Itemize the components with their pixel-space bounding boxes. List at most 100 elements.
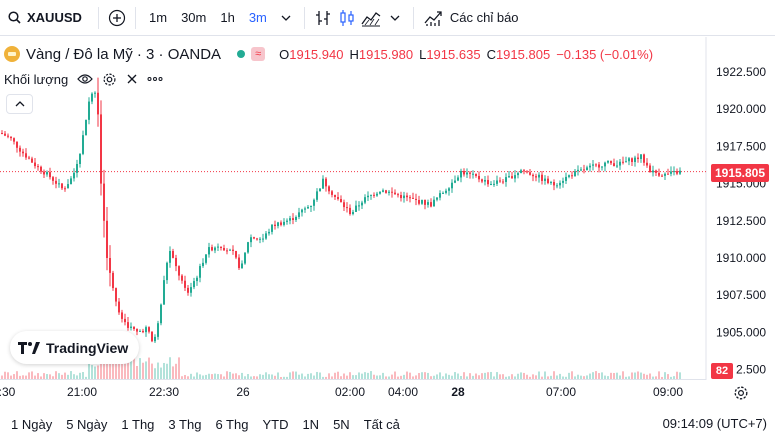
- volume-bar: [31, 371, 33, 379]
- volume-bar: [88, 363, 90, 379]
- chevron-up-icon: [15, 101, 24, 107]
- timeframe-30m[interactable]: 30m: [181, 10, 207, 25]
- area-style-button[interactable]: [359, 0, 383, 36]
- volume-bar: [406, 371, 408, 379]
- time-axis[interactable]: :30 21:00 22:30 26 02:00 04:00 28 07:00 …: [0, 380, 705, 402]
- indicators-button[interactable]: Các chỉ báo: [420, 0, 519, 36]
- volume-bar: [166, 363, 168, 379]
- volume-bar: [232, 373, 234, 379]
- legend-title-group[interactable]: Vàng / Đô la Mỹ · 3 · OANDA: [4, 46, 221, 63]
- volume-label[interactable]: Khối lượng: [4, 71, 69, 87]
- candle-body: [328, 186, 330, 192]
- range-ytd[interactable]: YTD: [262, 416, 289, 432]
- candle-body: [484, 179, 486, 182]
- candle-body: [448, 188, 450, 191]
- candle-body: [238, 257, 240, 269]
- candle-body: [304, 208, 306, 210]
- range-5d[interactable]: 5 Ngày: [66, 416, 108, 432]
- compare-symbol-button[interactable]: [105, 0, 129, 36]
- volume-bar: [292, 371, 294, 379]
- volume-bar: [388, 376, 390, 379]
- volume-bar: [106, 362, 108, 379]
- price-chart[interactable]: 1922.5001920.0001917.5001915.0001912.500…: [0, 37, 775, 380]
- volume-bar: [373, 374, 375, 379]
- volume-bar: [403, 374, 405, 379]
- gear-icon[interactable]: [102, 72, 117, 87]
- volume-bar: [631, 372, 633, 379]
- timeframe-1m[interactable]: 1m: [149, 10, 168, 25]
- volume-bar: [382, 372, 384, 379]
- volume-bar: [217, 374, 219, 379]
- candle-body: [124, 318, 126, 323]
- symbol-search[interactable]: XAUUSD: [0, 0, 92, 36]
- candle-body: [97, 92, 99, 115]
- volume-bar: [61, 374, 63, 379]
- candle-body: [307, 206, 309, 209]
- candle-body: [445, 190, 447, 193]
- candle-body: [619, 161, 621, 166]
- volume-bar: [316, 371, 318, 379]
- plus-circle-icon: [108, 9, 126, 26]
- range-5y[interactable]: 5N: [333, 416, 350, 432]
- gold-icon: [4, 46, 20, 62]
- timeframe-dropdown[interactable]: [274, 0, 298, 36]
- range-1y[interactable]: 1N: [302, 416, 320, 432]
- eye-icon[interactable]: [77, 73, 94, 85]
- candle-body: [73, 172, 75, 179]
- delayed-badge[interactable]: ≈: [251, 47, 266, 61]
- candle-body: [55, 180, 57, 184]
- candle-body: [529, 172, 531, 175]
- volume-bar: [70, 371, 72, 379]
- volume-bar: [544, 371, 546, 379]
- volume-bar: [1, 375, 3, 379]
- candle-body: [319, 188, 321, 192]
- volume-bar: [394, 371, 396, 379]
- settings-icon[interactable]: [733, 385, 749, 401]
- range-1m[interactable]: 1 Thg: [121, 416, 155, 432]
- range-1d[interactable]: 1 Ngày: [11, 416, 53, 432]
- chevron-down-icon: [390, 15, 400, 21]
- collapse-legend-button[interactable]: [6, 94, 33, 114]
- tradingview-logo[interactable]: TradingView: [10, 331, 139, 364]
- candle-body: [289, 218, 291, 221]
- candle-body: [265, 233, 267, 239]
- more-icon[interactable]: [147, 76, 163, 82]
- volume-bar: [313, 375, 315, 379]
- volume-bar: [13, 374, 15, 379]
- range-3m[interactable]: 3 Thg: [168, 416, 202, 432]
- timezone-clock[interactable]: 09:14:09 (UTC+7): [662, 416, 767, 431]
- volume-bar: [289, 372, 291, 379]
- candle-style-button[interactable]: [335, 0, 359, 36]
- volume-bar: [622, 371, 624, 379]
- candle-body: [145, 327, 147, 333]
- volume-bar: [235, 373, 237, 379]
- volume-bar: [343, 373, 345, 379]
- volume-bar: [163, 362, 165, 379]
- timeframe-3m[interactable]: 3m: [248, 10, 267, 25]
- volume-bar: [55, 371, 57, 379]
- change-value: −0.135 (−0.01%): [556, 46, 654, 62]
- candle-body: [313, 199, 315, 206]
- bar-style-button[interactable]: [311, 0, 335, 36]
- volume-bar: [595, 371, 597, 379]
- volume-bar: [637, 371, 639, 379]
- candle-body: [436, 197, 438, 200]
- volume-bar: [49, 374, 51, 379]
- time-label: :30: [0, 385, 16, 399]
- chart-type-dropdown[interactable]: [383, 0, 407, 36]
- volume-bar: [259, 374, 261, 379]
- candle-body: [127, 322, 129, 328]
- volume-bar: [136, 365, 138, 379]
- range-6m[interactable]: 6 Thg: [215, 416, 249, 432]
- candle-body: [79, 153, 81, 164]
- volume-bar: [667, 374, 669, 379]
- volume-bar: [196, 372, 198, 379]
- volume-bar: [469, 373, 471, 379]
- close-icon[interactable]: [126, 73, 138, 85]
- timeframe-1h[interactable]: 1h: [220, 10, 235, 25]
- candle-body: [223, 248, 225, 251]
- candle-body: [178, 266, 180, 276]
- candle-body: [286, 220, 288, 222]
- volume-bar: [358, 372, 360, 379]
- range-all[interactable]: Tất cả: [363, 416, 400, 432]
